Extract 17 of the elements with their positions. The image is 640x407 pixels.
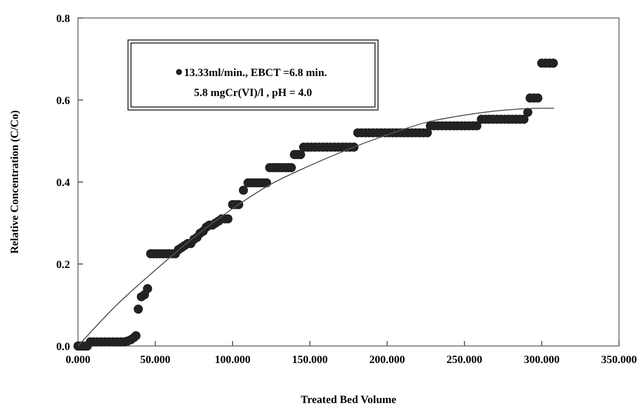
y-tick-label: 0.0	[56, 340, 70, 353]
annotation: 5.8 mgCr(VI)/l , pH = 4.0	[194, 86, 313, 99]
x-tick-label: 300.000	[524, 354, 560, 366]
legend-label: 13.33ml/min., EBCT =6.8 min.	[184, 66, 328, 79]
x-tick-label: 100.000	[214, 354, 251, 366]
x-tick-label: 200.000	[369, 354, 406, 366]
x-tick-label: 250.000	[446, 354, 483, 366]
y-axis-title: Relative Concentration (C/Co)	[9, 110, 21, 254]
x-tick-label: 50.000	[140, 354, 171, 366]
y-tick-label: 0.6	[56, 94, 70, 107]
y-tick-label: 0.2	[56, 258, 70, 271]
x-axis-title: Treated Bed Volume	[300, 394, 396, 406]
y-tick-label: 0.4	[56, 176, 70, 189]
x-tick-label: 0.000	[66, 354, 91, 366]
x-tick-label: 350.000	[601, 354, 638, 366]
x-tick-label: 150.000	[292, 354, 328, 366]
y-tick-label: 0.8	[56, 12, 70, 25]
